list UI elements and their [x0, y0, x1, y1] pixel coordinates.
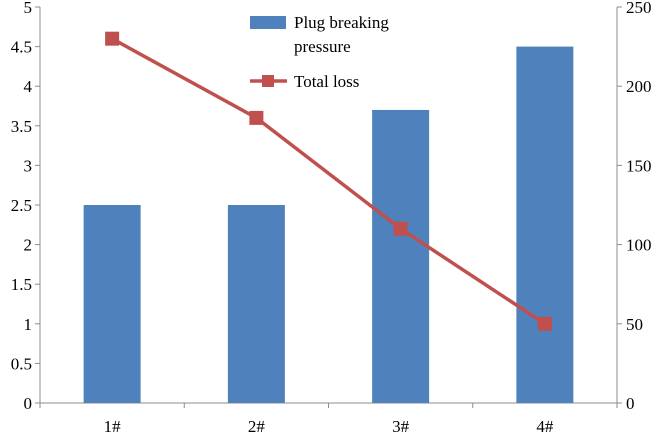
legend-swatch-bar: [250, 16, 286, 29]
bar: [227, 205, 285, 403]
right-axis-tick-label: 0: [626, 394, 635, 413]
left-axis-tick-label: 0: [24, 394, 33, 413]
line-marker: [393, 221, 408, 236]
line-marker: [105, 31, 120, 46]
right-axis-tick-label: 150: [626, 156, 652, 175]
legend-label-total-loss: Total loss: [294, 72, 359, 91]
left-axis-tick-label: 4.5: [11, 38, 32, 57]
x-axis-tick-label: 1#: [104, 417, 122, 436]
line-series: [105, 31, 552, 331]
total-loss-line: [111, 37, 546, 326]
legend: Plug breaking pressure Total loss: [250, 13, 389, 91]
bar: [372, 109, 430, 404]
left-axis-tick-label: 0.5: [11, 354, 32, 373]
left-axis-tick-label: 1: [24, 315, 33, 334]
x-axis-tick-label: 4#: [536, 417, 554, 436]
left-axis-tick-label: 3: [24, 156, 33, 175]
bar-series: [83, 46, 574, 404]
right-axis-tick-label: 100: [626, 236, 652, 255]
left-axis-tick-label: 4: [24, 77, 33, 96]
right-axis-tick-label: 200: [626, 77, 652, 96]
legend-swatch-marker: [262, 75, 274, 87]
left-axis-tick-label: 2.5: [11, 196, 32, 215]
x-axis-tick-label: 3#: [392, 417, 410, 436]
left-axis-tick-label: 5: [24, 0, 33, 17]
legend-label-plug-breaking: Plug breaking: [294, 13, 389, 32]
line-marker: [249, 110, 264, 125]
left-axis-tick-label: 3.5: [11, 117, 32, 136]
left-axis-tick-label: 2: [24, 236, 33, 255]
bar: [83, 205, 141, 403]
line-marker: [537, 316, 552, 331]
right-axis-tick-label: 250: [626, 0, 652, 17]
left-axis-tick-label: 1.5: [11, 275, 32, 294]
x-axis-tick-label: 2#: [248, 417, 266, 436]
legend-label-pressure: pressure: [294, 37, 351, 56]
bar: [516, 46, 574, 403]
right-axis-tick-label: 50: [626, 315, 643, 334]
